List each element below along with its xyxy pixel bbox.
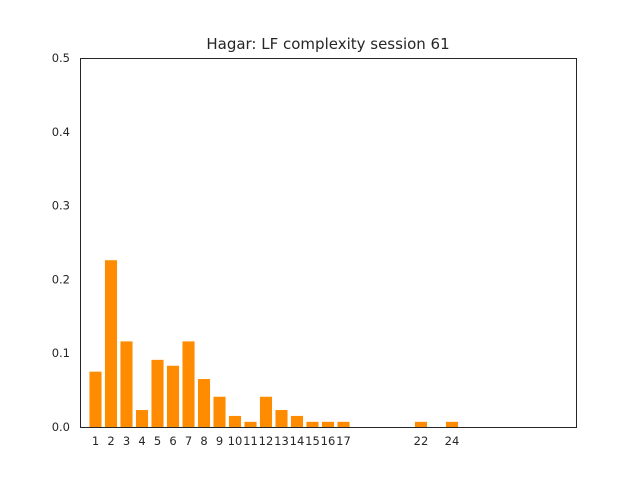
- bar-8: [197, 379, 211, 427]
- bar-22: [414, 421, 428, 427]
- x-tick-label: 14: [290, 434, 305, 448]
- y-tick-label: 0.0: [52, 420, 70, 434]
- bar-24: [445, 421, 459, 427]
- y-tick-label: 0.1: [52, 346, 70, 360]
- x-tick-label: 22: [414, 434, 429, 448]
- x-tick-label: 6: [169, 434, 176, 448]
- y-tick-label: 0.5: [52, 51, 70, 65]
- x-tick-label: 24: [445, 434, 460, 448]
- bar-13: [275, 410, 288, 427]
- y-tick-label: 0.2: [52, 272, 70, 286]
- x-tick-label: 10: [228, 434, 243, 448]
- bar-7: [182, 341, 195, 427]
- plot-frame: [80, 58, 577, 428]
- x-tick-label: 7: [185, 434, 192, 448]
- bar-15: [306, 421, 319, 427]
- x-tick-label: 8: [200, 434, 207, 448]
- x-tick-label: 16: [321, 434, 336, 448]
- y-tick-label: 0.3: [52, 199, 70, 213]
- bar-10: [228, 415, 242, 427]
- bar-1: [89, 371, 102, 427]
- x-axis: 1 2 3 4 5 6 7 8 9 10 11 12 13 14 15 16 17 22 24: [92, 434, 459, 448]
- bar-17: [337, 421, 350, 427]
- bar-14: [290, 415, 304, 427]
- x-tick-label: 5: [154, 434, 161, 448]
- x-tick-label: 12: [259, 434, 274, 448]
- x-tick-label: 1: [92, 434, 99, 448]
- bar-2: [104, 260, 118, 427]
- chart-title: Hagar: LF complexity session 61: [206, 35, 449, 53]
- x-tick-label: 13: [274, 434, 289, 448]
- y-axis: 0.0 0.1 0.2 0.3 0.4 0.5: [52, 51, 70, 434]
- x-tick-label: 2: [107, 434, 114, 448]
- bar-9: [213, 396, 226, 427]
- bar-3: [120, 341, 133, 427]
- bar-5: [151, 359, 164, 427]
- bar-12: [259, 396, 273, 427]
- bar-6: [166, 365, 180, 427]
- bar-11: [244, 421, 257, 427]
- bar-4: [135, 410, 149, 427]
- bar-16: [321, 421, 335, 427]
- x-tick-label: 3: [123, 434, 130, 448]
- x-tick-label: 11: [243, 434, 258, 448]
- x-tick-label: 15: [305, 434, 320, 448]
- y-tick-label: 0.4: [52, 125, 70, 139]
- x-tick-label: 9: [216, 434, 223, 448]
- bars-group: [89, 260, 459, 427]
- x-tick-label: 17: [336, 434, 351, 448]
- x-tick-label: 4: [138, 434, 145, 448]
